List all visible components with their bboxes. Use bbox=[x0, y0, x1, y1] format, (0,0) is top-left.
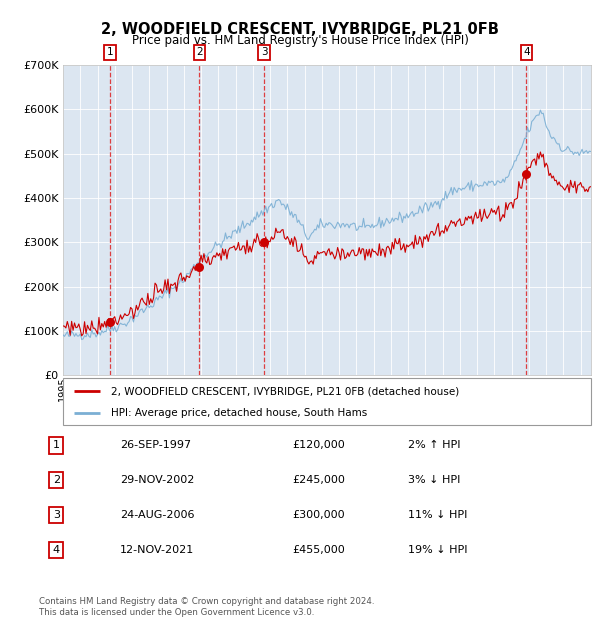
Text: Price paid vs. HM Land Registry's House Price Index (HPI): Price paid vs. HM Land Registry's House … bbox=[131, 34, 469, 47]
Text: 24-AUG-2006: 24-AUG-2006 bbox=[119, 510, 194, 520]
Text: 1: 1 bbox=[107, 47, 113, 58]
Text: 2, WOODFIELD CRESCENT, IVYBRIDGE, PL21 0FB (detached house): 2, WOODFIELD CRESCENT, IVYBRIDGE, PL21 0… bbox=[110, 386, 459, 396]
Text: 2: 2 bbox=[53, 475, 60, 485]
Text: 26-SEP-1997: 26-SEP-1997 bbox=[119, 440, 191, 450]
Text: 2% ↑ HPI: 2% ↑ HPI bbox=[407, 440, 460, 450]
Text: 2, WOODFIELD CRESCENT, IVYBRIDGE, PL21 0FB: 2, WOODFIELD CRESCENT, IVYBRIDGE, PL21 0… bbox=[101, 22, 499, 37]
Text: Contains HM Land Registry data © Crown copyright and database right 2024.
This d: Contains HM Land Registry data © Crown c… bbox=[39, 598, 374, 617]
Text: 1: 1 bbox=[53, 440, 60, 450]
Text: HPI: Average price, detached house, South Hams: HPI: Average price, detached house, Sout… bbox=[110, 408, 367, 418]
Text: 4: 4 bbox=[53, 545, 60, 555]
Text: 19% ↓ HPI: 19% ↓ HPI bbox=[407, 545, 467, 555]
Text: 3: 3 bbox=[261, 47, 268, 58]
Text: £300,000: £300,000 bbox=[292, 510, 345, 520]
Text: 29-NOV-2002: 29-NOV-2002 bbox=[119, 475, 194, 485]
Text: £120,000: £120,000 bbox=[292, 440, 345, 450]
Text: 2: 2 bbox=[196, 47, 203, 58]
Text: 3: 3 bbox=[53, 510, 60, 520]
Text: £245,000: £245,000 bbox=[292, 475, 346, 485]
Text: 12-NOV-2021: 12-NOV-2021 bbox=[119, 545, 194, 555]
Text: 11% ↓ HPI: 11% ↓ HPI bbox=[407, 510, 467, 520]
Text: £455,000: £455,000 bbox=[292, 545, 345, 555]
Text: 4: 4 bbox=[523, 47, 530, 58]
Text: 3% ↓ HPI: 3% ↓ HPI bbox=[407, 475, 460, 485]
